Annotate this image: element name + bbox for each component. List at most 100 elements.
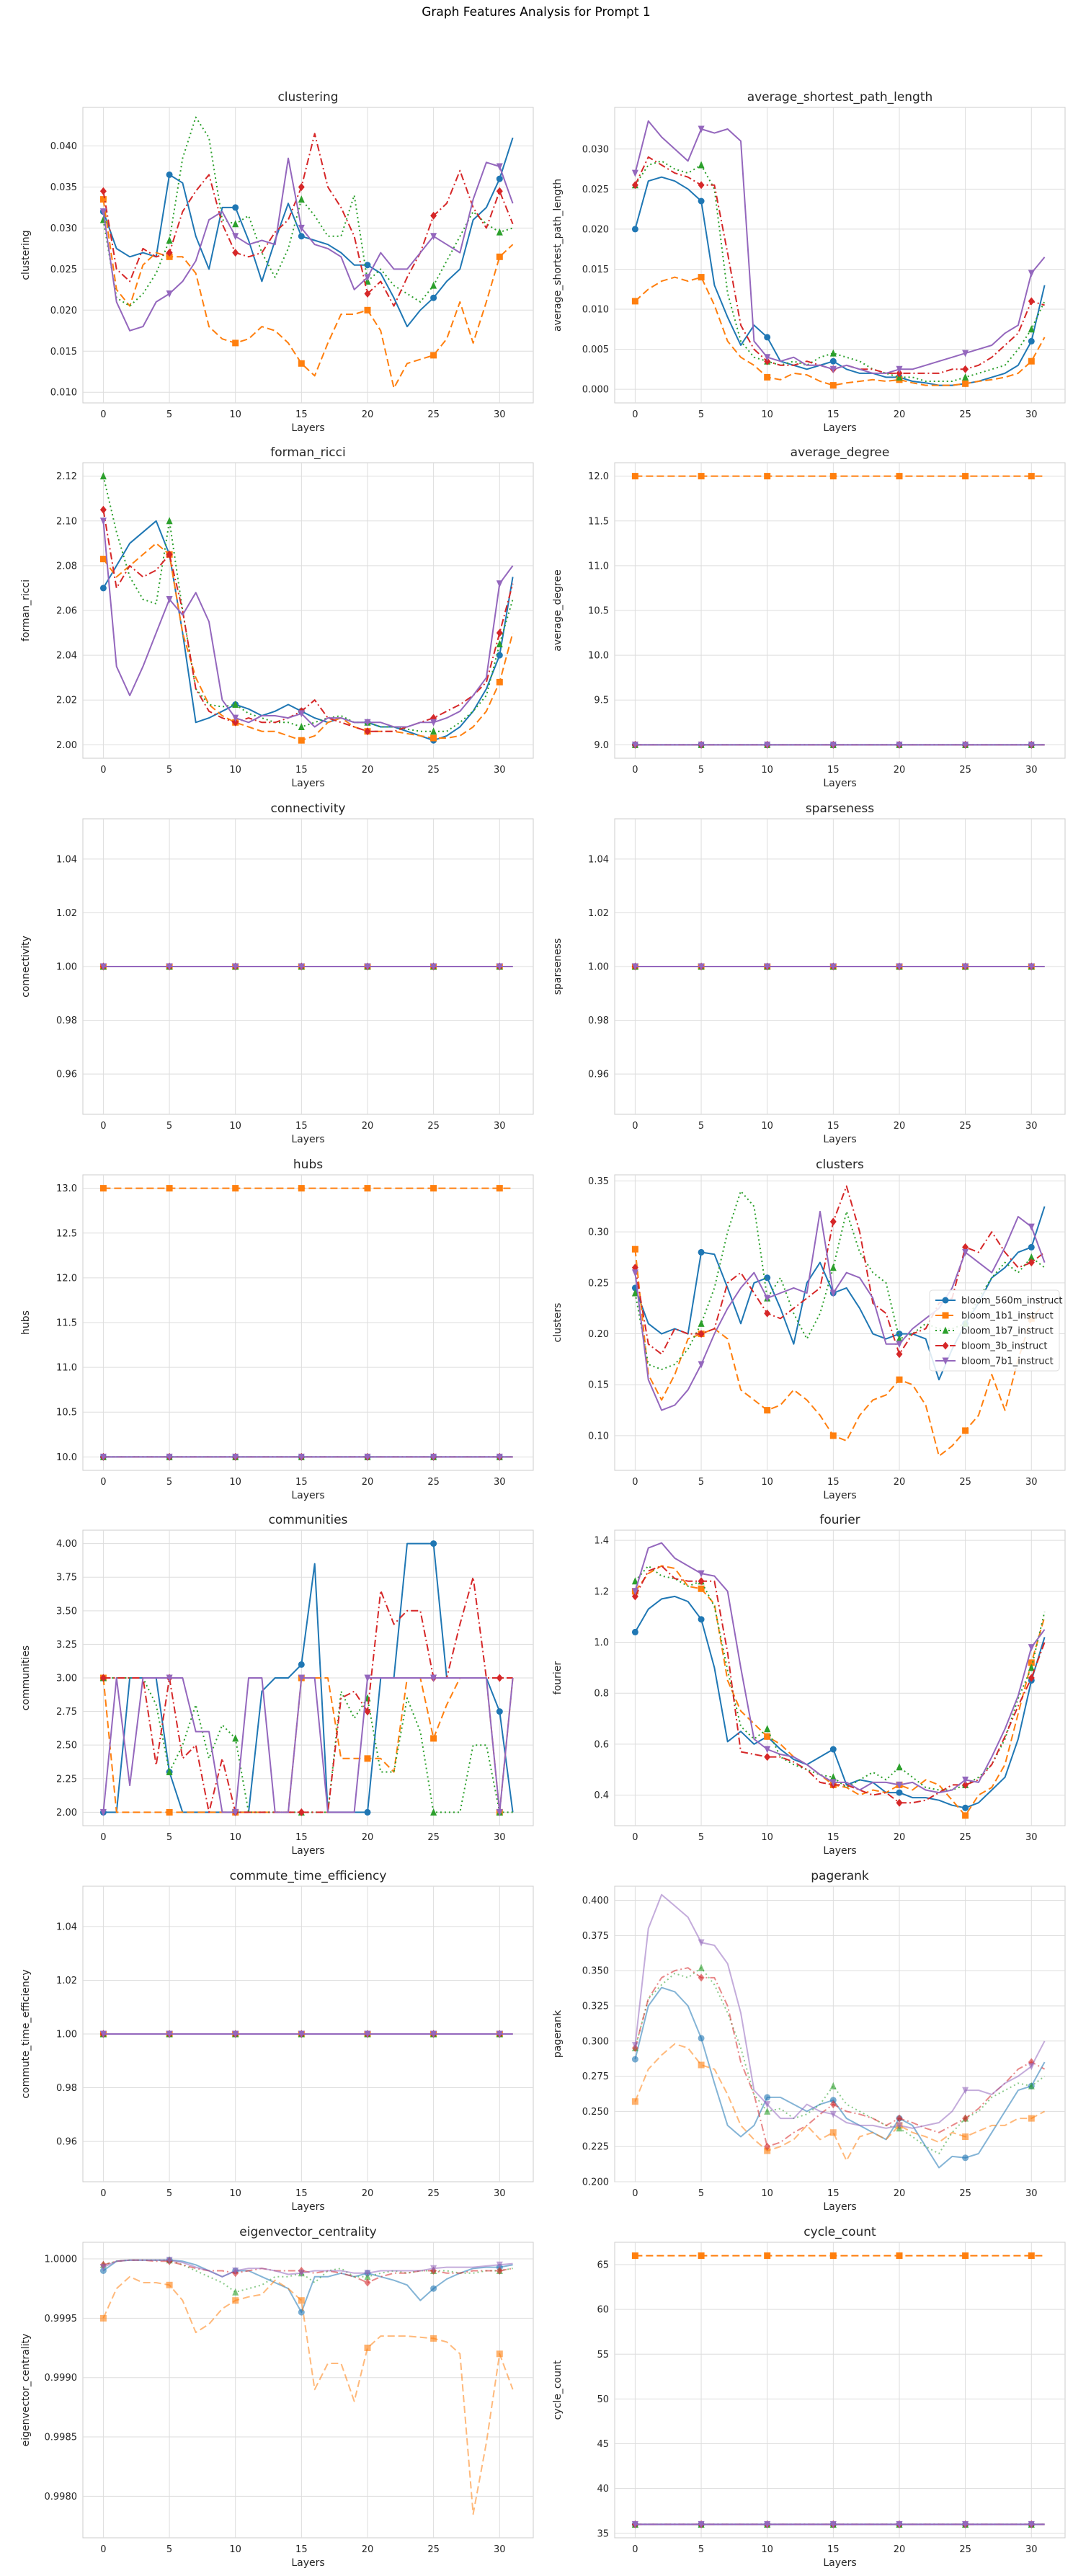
data-point — [829, 1773, 837, 1781]
y-tick-label: 13.0 — [56, 1183, 77, 1194]
data-point — [166, 236, 173, 244]
data-point — [962, 1427, 969, 1434]
y-axis-label: hubs — [20, 1310, 32, 1335]
data-point — [631, 2056, 638, 2063]
x-tick-label: 10 — [761, 1121, 773, 1132]
data-point — [364, 1453, 371, 1461]
x-tick-label: 30 — [494, 1121, 506, 1132]
data-point — [99, 2314, 107, 2322]
data-point — [631, 1592, 638, 1601]
data-point — [1028, 297, 1035, 306]
data-point — [232, 718, 239, 727]
y-tick-label: 3.25 — [56, 1640, 77, 1651]
series-line-bloom-1b7-instruct — [634, 160, 1046, 382]
series-line-bloom-3b-instruct — [634, 1185, 1046, 1355]
data-point — [962, 2114, 969, 2123]
y-tick-label: 0.250 — [582, 2107, 609, 2118]
y-tick-label: 1.04 — [56, 1922, 77, 1932]
series-group — [99, 472, 514, 744]
legend-marker — [942, 1312, 949, 1319]
x-tick-label: 20 — [362, 409, 374, 420]
data-point — [829, 365, 837, 373]
data-point — [698, 1570, 705, 1578]
x-tick-label: 10 — [761, 765, 773, 776]
data-point — [166, 171, 173, 178]
data-point — [166, 1185, 173, 1192]
data-point — [1028, 270, 1035, 277]
data-point — [829, 963, 837, 971]
data-point — [962, 2521, 969, 2528]
data-point — [1028, 1644, 1035, 1652]
x-tick-label: 5 — [698, 1477, 704, 1488]
series-line-bloom-1b1-instruct — [102, 2275, 514, 2515]
data-point — [896, 1335, 903, 1343]
x-tick-label: 25 — [427, 2188, 440, 2199]
series-line-bloom-7b1-instruct — [634, 1542, 1046, 1794]
data-point — [698, 1319, 705, 1327]
x-tick-label: 25 — [427, 1121, 440, 1132]
x-tick-label: 15 — [295, 2188, 308, 2199]
data-point — [962, 1804, 969, 1811]
series-group — [631, 120, 1046, 389]
data-point — [1028, 1258, 1035, 1267]
y-axis-label: average_shortest_path_length — [552, 179, 564, 332]
data-point — [99, 585, 107, 592]
data-point — [962, 373, 969, 381]
y-tick-label: 0.015 — [50, 347, 77, 357]
data-point — [1028, 2063, 1035, 2071]
data-point — [232, 2297, 239, 2304]
y-tick-label: 11.5 — [56, 1318, 77, 1329]
data-point — [166, 1674, 173, 1682]
data-point — [298, 1185, 305, 1192]
y-axis-label: cycle_count — [552, 2360, 564, 2420]
y-tick-label: 0.005 — [582, 345, 609, 355]
data-point — [1028, 2115, 1035, 2122]
data-point — [166, 1808, 173, 1816]
panel-title: average_shortest_path_length — [747, 90, 933, 105]
y-tick-label: 1.02 — [56, 908, 77, 919]
series-line-bloom-560m-instruct — [102, 520, 514, 742]
data-point — [896, 365, 903, 373]
data-point — [496, 629, 503, 637]
data-point — [698, 2035, 705, 2042]
data-point — [496, 678, 503, 685]
x-axis-label: Layers — [823, 1845, 856, 1857]
data-point — [962, 1780, 969, 1789]
data-point — [1028, 357, 1035, 365]
data-point — [166, 249, 173, 257]
y-axis-label: average_degree — [552, 569, 564, 651]
data-point — [829, 1263, 837, 1271]
legend-label: bloom_1b1_instruct — [961, 1311, 1054, 1322]
x-tick-label: 30 — [1025, 765, 1038, 776]
x-tick-label: 0 — [632, 1121, 638, 1132]
y-tick-label: 1.00 — [56, 962, 77, 973]
x-tick-label: 0 — [100, 1121, 106, 1132]
data-point — [364, 290, 371, 298]
x-tick-label: 15 — [827, 2188, 840, 2199]
y-tick-label: 1.4 — [594, 1536, 609, 1547]
data-point — [829, 1217, 837, 1226]
data-point — [166, 2257, 173, 2265]
y-axis-label: connectivity — [20, 936, 32, 998]
data-point — [829, 2100, 837, 2109]
data-point — [430, 1185, 437, 1192]
data-point — [698, 1616, 705, 1623]
panel-title: hubs — [293, 1158, 323, 1172]
data-point — [829, 1779, 837, 1787]
y-tick-label: 1.02 — [588, 908, 609, 919]
data-point — [764, 354, 771, 362]
data-point — [896, 1781, 903, 1789]
data-point — [631, 1245, 638, 1253]
data-point — [698, 1973, 705, 1982]
data-point — [298, 1453, 305, 1461]
legend-marker — [942, 1341, 949, 1350]
data-point — [430, 1674, 437, 1682]
panel-pagerank: 0 5 10 15 20 25 30 0.200 0.225 0.250 0.275 0.300 0.3… — [552, 1869, 1066, 2213]
data-point — [364, 1707, 371, 1716]
x-tick-label: 5 — [166, 1477, 172, 1488]
panel-title: connectivity — [270, 801, 345, 816]
data-point — [896, 741, 903, 749]
data-point — [764, 2107, 771, 2115]
data-point — [430, 719, 437, 727]
x-tick-label: 0 — [100, 409, 106, 420]
